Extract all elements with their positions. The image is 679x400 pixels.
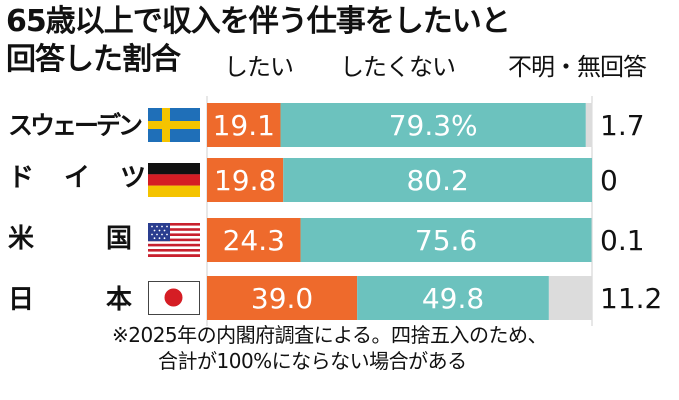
data-label-not-want: 75.6 — [415, 224, 477, 257]
country-label-japan: 日本 — [8, 280, 132, 320]
footnote-line1: ※2025年の内閣府調査による。四捨五入のため、 — [112, 323, 548, 347]
chart-title-line2: 回答した割合 — [6, 42, 181, 77]
bar-segment-want — [207, 158, 284, 202]
germany-char: ツ — [119, 163, 146, 193]
bar-segment-unknown — [548, 276, 592, 320]
usa-flag-icon — [148, 223, 200, 257]
japan-flag-icon — [148, 281, 200, 315]
data-label-unknown: 1.7 — [600, 109, 645, 142]
data-label-want: 19.8 — [214, 164, 276, 197]
usa-char: 国 — [105, 224, 132, 254]
bar-segment-unknown — [585, 103, 593, 147]
bar-segment-want — [207, 218, 301, 262]
data-label-unknown: 11.2 — [600, 282, 662, 315]
japan-char: 本 — [105, 285, 132, 315]
data-label-unknown: 0 — [600, 164, 618, 197]
bar-segment-not-want — [357, 276, 549, 320]
bar-segment-not-want — [300, 218, 592, 262]
germany-char: イ — [63, 163, 90, 193]
germany-char: ド — [8, 163, 35, 193]
data-label-want: 19.1 — [213, 109, 275, 142]
country-label-germany: ドイツ — [8, 158, 146, 198]
data-label-unknown: 0.1 — [600, 224, 645, 257]
data-label-want: 24.3 — [223, 224, 285, 257]
country-label-sweden: スウェーデン — [8, 111, 143, 140]
data-label-not-want: 80.2 — [406, 164, 468, 197]
data-label-not-want: 79.3% — [389, 109, 478, 142]
bar-segment-not-want — [280, 103, 586, 147]
sweden-flag-icon — [148, 108, 200, 142]
data-label-not-want: 49.8 — [422, 282, 484, 315]
data-label-want: 39.0 — [251, 282, 313, 315]
legend-unknown: 不明・無回答 — [508, 53, 647, 81]
legend-not-want: したくない — [340, 53, 456, 81]
bar-segment-want — [207, 103, 281, 147]
japan-char: 日 — [8, 285, 35, 315]
bar-segment-not-want — [283, 158, 592, 202]
usa-char: 米 — [8, 224, 35, 254]
bar-segment-want — [207, 276, 358, 320]
chart-title-line1: 65歳以上で収入を伴う仕事をしたいと — [6, 4, 511, 39]
germany-flag-icon — [148, 163, 200, 197]
country-label-usa: 米国 — [8, 219, 132, 259]
legend-want: したい — [224, 53, 294, 81]
footnote-line2: 合計が100%にならない場合がある — [158, 349, 467, 373]
